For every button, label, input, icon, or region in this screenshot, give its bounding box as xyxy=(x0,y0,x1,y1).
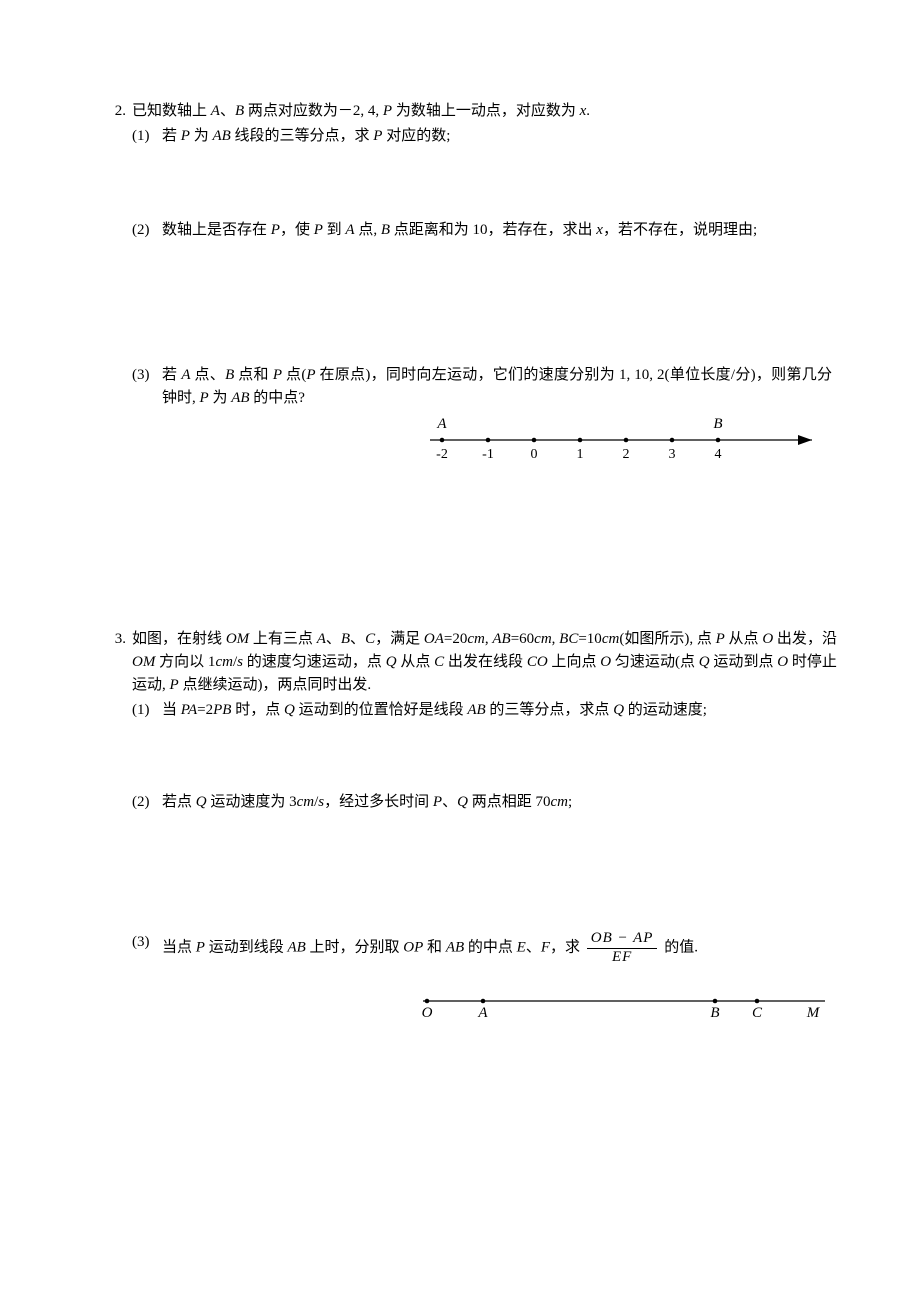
svg-text:O: O xyxy=(422,1005,433,1021)
sub-number: (2) xyxy=(132,219,162,242)
sub-text: 当点 P 运动到线段 AB 上时，分别取 OP 和 AB 的中点 E、F，求 O… xyxy=(162,931,837,966)
answer-space xyxy=(132,149,832,217)
svg-text:B: B xyxy=(713,416,722,432)
sub-text: 当 PA=2PB 时，点 Q 运动到的位置恰好是线段 AB 的三等分点，求点 Q… xyxy=(162,699,837,722)
figure-ray-om: OABCM xyxy=(417,987,837,1035)
sub-text: 数轴上是否存在 P，使 P 到 A 点, B 点距离和为 10，若存在，求出 x… xyxy=(162,219,832,242)
answer-space xyxy=(132,242,832,362)
svg-text:-2: -2 xyxy=(436,447,448,462)
svg-text:2: 2 xyxy=(623,447,630,462)
sub-number: (1) xyxy=(132,699,162,722)
ray-om-svg: OABCM xyxy=(417,987,837,1027)
svg-text:-1: -1 xyxy=(482,447,494,462)
svg-text:A: A xyxy=(477,1005,488,1021)
problem-number: 3. xyxy=(100,628,132,651)
sub-text: 若点 Q 运动速度为 3cm/s，经过多长时间 P、Q 两点相距 70cm; xyxy=(162,791,837,814)
q3-sub3: (3) 当点 P 运动到线段 AB 上时，分别取 OP 和 AB 的中点 E、F… xyxy=(132,931,837,966)
problem-3: 3. 如图，在射线 OM 上有三点 A、B、C，满足 OA=20cm, AB=6… xyxy=(100,628,820,1036)
problem-spacing xyxy=(100,478,820,628)
q3-sub1: (1) 当 PA=2PB 时，点 Q 运动到的位置恰好是线段 AB 的三等分点，… xyxy=(132,699,837,722)
fraction-denominator: EF xyxy=(587,949,658,966)
fraction: OB − AP EF xyxy=(587,931,658,966)
sub-number: (1) xyxy=(132,125,162,148)
problem-2: 2. 已知数轴上 A、B 两点对应数为－2, 4, P 为数轴上一动点，对应数为… xyxy=(100,100,820,478)
sub-number: (3) xyxy=(132,931,162,954)
number-line-svg: -2 -1 0 1 2 3 4 A B xyxy=(412,414,832,469)
svg-text:0: 0 xyxy=(531,447,538,462)
problem-body: 已知数轴上 A、B 两点对应数为－2, 4, P 为数轴上一动点，对应数为 x.… xyxy=(132,100,832,478)
answer-space xyxy=(132,814,837,929)
fraction-numerator: OB − AP xyxy=(587,931,658,949)
sub-text: 若 P 为 AB 线段的三等分点，求 P 对应的数; xyxy=(162,125,832,148)
svg-text:1: 1 xyxy=(577,447,584,462)
sub-text: 若 A 点、B 点和 P 点(P 在原点)，同时向左运动，它们的速度分别为 1,… xyxy=(162,364,832,411)
problem-stem: 已知数轴上 A、B 两点对应数为－2, 4, P 为数轴上一动点，对应数为 x. xyxy=(132,100,832,123)
q3-sub2: (2) 若点 Q 运动速度为 3cm/s，经过多长时间 P、Q 两点相距 70c… xyxy=(132,791,837,814)
svg-text:3: 3 xyxy=(669,447,676,462)
sub-number: (2) xyxy=(132,791,162,814)
q2-sub2: (2) 数轴上是否存在 P，使 P 到 A 点, B 点距离和为 10，若存在，… xyxy=(132,219,832,242)
svg-text:C: C xyxy=(752,1005,763,1021)
figure-number-line: -2 -1 0 1 2 3 4 A B xyxy=(412,414,832,477)
answer-space xyxy=(132,723,837,789)
svg-text:A: A xyxy=(436,416,447,432)
q2-sub3: (3) 若 A 点、B 点和 P 点(P 在原点)，同时向左运动，它们的速度分别… xyxy=(132,364,832,411)
svg-text:M: M xyxy=(806,1005,821,1021)
problem-number: 2. xyxy=(100,100,132,123)
sub-number: (3) xyxy=(132,364,162,387)
q2-sub1: (1) 若 P 为 AB 线段的三等分点，求 P 对应的数; xyxy=(132,125,832,148)
problem-body: 如图，在射线 OM 上有三点 A、B、C，满足 OA=20cm, AB=60cm… xyxy=(132,628,837,1036)
svg-text:4: 4 xyxy=(715,447,722,462)
problem-stem: 如图，在射线 OM 上有三点 A、B、C，满足 OA=20cm, AB=60cm… xyxy=(132,628,837,698)
svg-text:B: B xyxy=(710,1005,719,1021)
